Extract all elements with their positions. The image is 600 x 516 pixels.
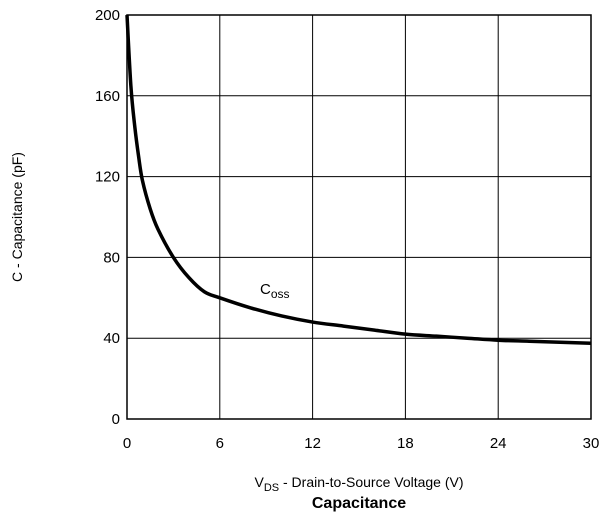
x-tick-labels: 0 6 12 18 24 30 — [123, 435, 600, 452]
plot-frame — [126, 14, 592, 420]
y-tick-label-2: 80 — [103, 249, 120, 266]
x-tick-label-5: 30 — [583, 435, 600, 452]
series-label-coss: Coss — [260, 281, 290, 301]
chart-title: Capacitance — [312, 495, 406, 512]
series-label-main: C — [260, 281, 271, 298]
x-axis-label: VDS - Drain-to-Source Voltage (V) — [254, 474, 463, 494]
series-line-coss — [125, 14, 592, 345]
x-tick-label-4: 24 — [490, 435, 507, 452]
x-axis-label-main: V — [254, 474, 264, 490]
y-tick-label-1: 40 — [103, 330, 120, 347]
grid-lines — [126, 14, 592, 420]
y-axis-label: C - Capacitance (pF) — [9, 152, 25, 282]
x-axis-label-rest: - Drain-to-Source Voltage (V) — [279, 474, 463, 490]
series-label-sub: oss — [271, 287, 290, 301]
x-tick-label-1: 6 — [216, 435, 224, 452]
x-tick-label-2: 12 — [304, 435, 321, 452]
x-tick-label-3: 18 — [397, 435, 414, 452]
y-tick-label-4: 160 — [95, 88, 120, 105]
x-axis-label-sub: DS — [264, 482, 279, 494]
x-tick-label-0: 0 — [123, 435, 131, 452]
series-group — [125, 14, 592, 345]
y-tick-label-3: 120 — [95, 169, 120, 186]
y-tick-labels: 0 40 80 120 160 200 — [95, 7, 120, 428]
y-tick-label-5: 200 — [95, 7, 120, 24]
y-tick-label-0: 0 — [112, 411, 120, 428]
